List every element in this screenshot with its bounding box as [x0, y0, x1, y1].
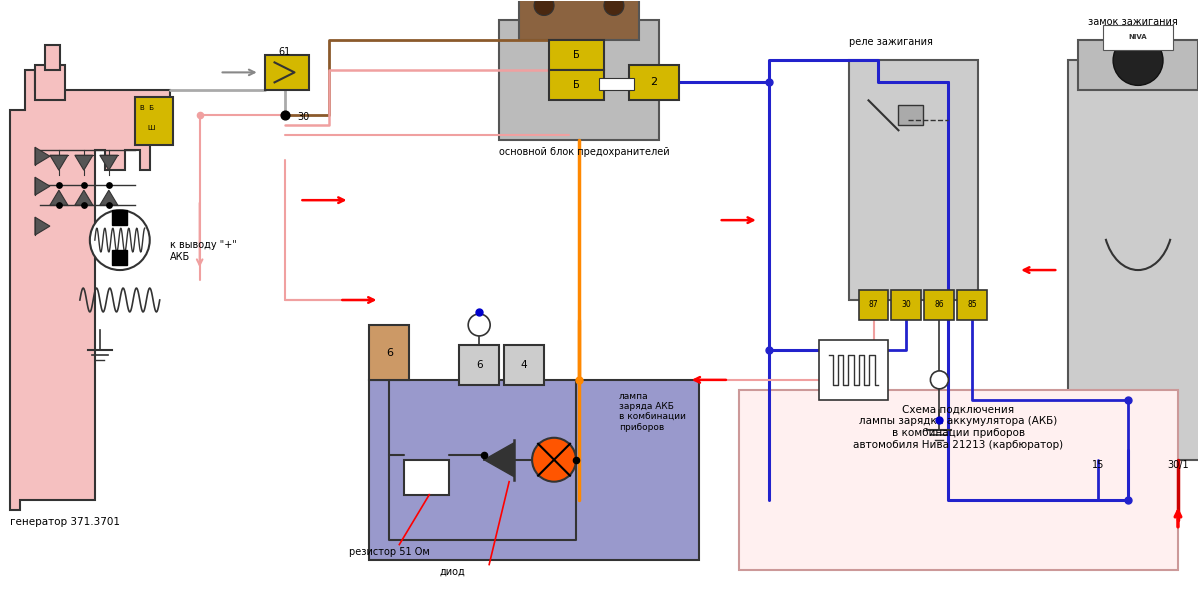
- Text: 85: 85: [967, 301, 977, 310]
- Circle shape: [930, 371, 948, 389]
- Point: [469, 307, 488, 317]
- Text: 30: 30: [901, 301, 911, 310]
- Point: [49, 200, 68, 210]
- Text: 4: 4: [521, 360, 528, 370]
- Text: 15: 15: [1092, 460, 1104, 470]
- Bar: [499, 20, 659, 140]
- Bar: [892, 290, 922, 320]
- Point: [1118, 395, 1138, 404]
- Text: Б: Б: [572, 80, 580, 91]
- Text: NIVA: NIVA: [1129, 34, 1147, 40]
- Bar: [599, 79, 634, 91]
- Text: основной блок предохранителей: основной блок предохранителей: [499, 147, 670, 157]
- Point: [760, 345, 779, 355]
- Circle shape: [1114, 35, 1163, 85]
- Point: [474, 450, 493, 460]
- Bar: [370, 325, 409, 380]
- Bar: [1103, 25, 1172, 50]
- Bar: [112, 250, 127, 265]
- Point: [275, 110, 294, 120]
- Text: В  Б: В Б: [139, 106, 154, 112]
- Circle shape: [468, 314, 490, 336]
- Point: [570, 375, 589, 385]
- Text: 6: 6: [386, 348, 392, 358]
- Bar: [550, 70, 604, 100]
- Bar: [404, 460, 449, 494]
- Polygon shape: [50, 155, 68, 170]
- Bar: [818, 340, 888, 400]
- Text: 87: 87: [869, 301, 878, 310]
- Point: [930, 415, 949, 425]
- Bar: [1068, 61, 1200, 460]
- Text: 2: 2: [650, 77, 658, 88]
- Bar: [958, 290, 988, 320]
- Circle shape: [90, 210, 150, 270]
- Text: Б: Б: [572, 50, 580, 61]
- Text: 6: 6: [476, 360, 482, 370]
- Polygon shape: [35, 217, 50, 235]
- Text: Схема подключения
лампы зарядки аккумулятора (АКБ)
в комбинации приборов
автомоб: Схема подключения лампы зарядки аккумуля…: [853, 405, 1063, 449]
- Point: [100, 200, 119, 210]
- Text: Ш: Ш: [148, 125, 155, 131]
- Text: генератор 371.3701: генератор 371.3701: [10, 517, 120, 527]
- Bar: [134, 97, 173, 145]
- Bar: [264, 55, 310, 91]
- Bar: [520, 0, 638, 40]
- Polygon shape: [35, 147, 50, 165]
- Text: к выводу "+"
АКБ: к выводу "+" АКБ: [169, 241, 236, 262]
- Text: 30: 30: [298, 112, 310, 122]
- Polygon shape: [100, 190, 118, 205]
- Bar: [35, 65, 65, 100]
- Text: 86: 86: [935, 301, 944, 310]
- Text: резистор 51 Ом: резистор 51 Ом: [349, 547, 430, 557]
- Text: 61: 61: [278, 47, 290, 58]
- Bar: [739, 390, 1178, 569]
- Bar: [44, 46, 60, 70]
- Text: замок зажигания: замок зажигания: [1088, 17, 1178, 28]
- Polygon shape: [484, 443, 514, 476]
- Point: [100, 181, 119, 190]
- Bar: [550, 40, 604, 70]
- Bar: [1078, 40, 1198, 91]
- Point: [760, 77, 779, 87]
- Point: [49, 181, 68, 190]
- Bar: [460, 345, 499, 385]
- Point: [190, 110, 209, 120]
- Point: [566, 455, 586, 464]
- Bar: [924, 290, 954, 320]
- Text: реле зажигания: реле зажигания: [848, 37, 932, 47]
- Point: [74, 200, 94, 210]
- Polygon shape: [10, 70, 169, 509]
- Bar: [112, 210, 127, 225]
- Circle shape: [604, 0, 624, 16]
- Text: диод: диод: [439, 566, 464, 577]
- Polygon shape: [74, 190, 92, 205]
- Polygon shape: [50, 190, 68, 205]
- Bar: [858, 290, 888, 320]
- Polygon shape: [100, 155, 118, 170]
- Point: [74, 181, 94, 190]
- Bar: [504, 345, 544, 385]
- Text: лампа
заряда АКБ
в комбинации
приборов: лампа заряда АКБ в комбинации приборов: [619, 392, 686, 432]
- Text: 30/1: 30/1: [1168, 460, 1189, 470]
- Polygon shape: [74, 155, 92, 170]
- Bar: [899, 106, 924, 125]
- Bar: [848, 61, 978, 300]
- Bar: [629, 65, 679, 100]
- Ellipse shape: [1078, 35, 1198, 85]
- Circle shape: [534, 0, 554, 16]
- Polygon shape: [35, 177, 50, 195]
- Circle shape: [532, 438, 576, 482]
- Bar: [370, 380, 698, 560]
- Point: [1118, 495, 1138, 505]
